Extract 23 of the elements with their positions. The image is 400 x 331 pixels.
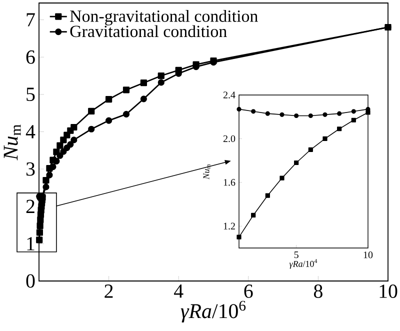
legend-label: Non-gravitational condition (70, 10, 258, 26)
x-axis-title: γRa/10$^{6}$ (180, 300, 246, 322)
y-tick-label: 2.4 (223, 92, 236, 98)
y-tick-label: 2 (26, 200, 34, 213)
y-tick-label: 0 (26, 274, 35, 288)
y-tick-label: 3 (26, 162, 35, 176)
y-axis-title: Nu$_{m}$ (4, 124, 21, 160)
x-tick-label: 10 (380, 284, 398, 298)
x-tick-label: 10 (364, 252, 373, 258)
x-axis-title: γRa/10$^{4}$ (289, 259, 318, 269)
x-tick-label: 8 (314, 284, 322, 298)
y-tick-label: 1.6 (224, 179, 236, 186)
y-tick-label: 4 (26, 125, 36, 138)
y-tick-label: 7 (26, 13, 35, 26)
y-tick-label: 1 (27, 237, 34, 250)
y-tick-label: 2.0 (223, 135, 236, 142)
x-tick-label: 2 (104, 284, 113, 298)
legend-label: Gravitational condition (70, 25, 227, 38)
x-tick-label: 6 (244, 284, 253, 298)
y-tick-label: 5 (26, 88, 35, 102)
y-tick-label: 6 (26, 50, 35, 64)
y-tick-label: 1.2 (224, 222, 235, 230)
x-tick-label: 4 (174, 284, 184, 298)
